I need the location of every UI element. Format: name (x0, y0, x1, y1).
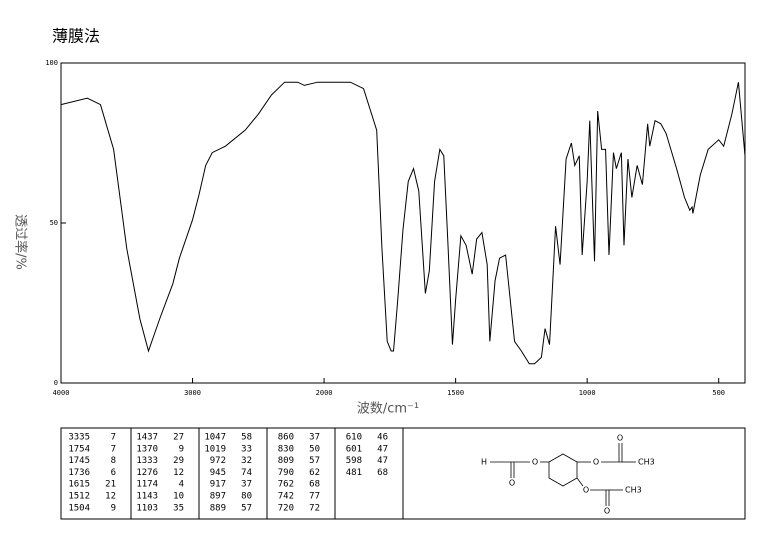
peak-transmittance: 12 (105, 492, 116, 502)
peak-wavenumber: 1143 (136, 492, 158, 502)
peak-wavenumber: 598 (346, 456, 362, 466)
peak-transmittance: 8 (111, 456, 116, 466)
peak-wavenumber: 1047 (204, 433, 226, 443)
atom-label: CH3 (625, 486, 642, 495)
peak-wavenumber: 790 (278, 468, 294, 478)
y-axis-label: 透过率/% (13, 214, 29, 270)
peak-transmittance: 12 (173, 468, 184, 478)
plot-frame (60, 62, 746, 384)
peak-wavenumber: 1174 (136, 480, 158, 490)
peak-wavenumber: 972 (210, 456, 226, 466)
peak-wavenumber: 945 (210, 468, 226, 478)
peak-wavenumber: 1745 (68, 456, 90, 466)
peak-transmittance: 80 (241, 492, 252, 502)
x-tick-label: 4000 (53, 389, 70, 397)
peak-transmittance: 10 (173, 492, 184, 502)
peak-transmittance: 4 (179, 480, 184, 490)
table-dividers (130, 428, 404, 519)
x-axis-label: 波数/cm⁻¹ (357, 402, 419, 417)
chart-title: 薄膜法 (52, 27, 100, 46)
x-tick-label: 500 (712, 389, 725, 397)
peak-transmittance: 50 (309, 444, 320, 454)
peak-wavenumber: 1103 (136, 503, 158, 513)
peak-wavenumber: 860 (278, 433, 294, 443)
peak-wavenumber: 720 (278, 503, 294, 513)
atom-label: O (617, 434, 623, 443)
x-tick-label: 1000 (579, 389, 596, 397)
peak-wavenumber: 1437 (136, 433, 158, 443)
peak-wavenumber: 1019 (204, 444, 226, 454)
peak-wavenumber: 889 (210, 503, 226, 513)
spectrum-line (60, 81, 746, 365)
x-tick-label: 2000 (316, 389, 333, 397)
peak-wavenumber: 1615 (68, 480, 90, 490)
peak-transmittance: 37 (241, 480, 252, 490)
peak-wavenumber: 610 (346, 433, 362, 443)
peak-transmittance: 6 (111, 468, 116, 478)
peak-wavenumber: 1333 (136, 456, 158, 466)
peak-wavenumber: 917 (210, 480, 226, 490)
peak-wavenumber: 1504 (68, 503, 90, 513)
peak-wavenumber: 1736 (68, 468, 90, 478)
peak-wavenumber: 830 (278, 444, 294, 454)
peak-wavenumber: 762 (278, 480, 294, 490)
peak-transmittance: 68 (377, 468, 388, 478)
peak-transmittance: 37 (309, 433, 320, 443)
peak-transmittance: 46 (377, 433, 388, 443)
peak-transmittance: 57 (241, 503, 252, 513)
peak-transmittance: 21 (105, 480, 116, 490)
peak-transmittance: 62 (309, 468, 320, 478)
peak-transmittance: 7 (111, 433, 116, 443)
peak-transmittance: 9 (111, 503, 116, 513)
peak-wavenumber: 1370 (136, 444, 158, 454)
atom-label: CH3 (638, 458, 655, 467)
peak-wavenumber: 601 (346, 444, 362, 454)
peak-transmittance: 27 (173, 433, 184, 443)
peak-wavenumber: 1276 (136, 468, 158, 478)
y-tick-label: 100 (45, 59, 58, 67)
peak-wavenumber: 897 (210, 492, 226, 502)
peak-wavenumber: 3335 (68, 433, 90, 443)
peak-transmittance: 47 (377, 444, 388, 454)
peak-transmittance: 33 (241, 444, 252, 454)
peak-transmittance: 29 (173, 456, 184, 466)
peak-transmittance: 7 (111, 444, 116, 454)
peak-transmittance: 58 (241, 433, 252, 443)
peak-transmittance: 9 (179, 444, 184, 454)
y-tick-label: 0 (54, 379, 58, 387)
peak-transmittance: 74 (241, 468, 252, 478)
peak-transmittance: 47 (377, 456, 388, 466)
atom-label: O (532, 458, 538, 467)
peak-transmittance: 32 (241, 456, 252, 466)
structure: H O O O O CH3 O O CH3 (481, 434, 655, 516)
peak-wavenumber: 1754 (68, 444, 90, 454)
peak-wavenumber: 1512 (68, 492, 90, 502)
atom-label: O (509, 479, 515, 488)
atom-label: O (604, 507, 610, 516)
peak-wavenumber: 809 (278, 456, 294, 466)
peak-transmittance: 77 (309, 492, 320, 502)
peak-transmittance: 35 (173, 503, 184, 513)
x-tick-label: 3000 (184, 389, 201, 397)
peak-transmittance: 72 (309, 503, 320, 513)
x-tick-label: 1500 (447, 389, 464, 397)
peak-wavenumber: 481 (346, 468, 362, 478)
peak-wavenumber: 742 (278, 492, 294, 502)
y-tick-label: 50 (50, 219, 58, 227)
atom-label: H (481, 458, 487, 467)
atom-label: O (583, 486, 589, 495)
atom-label: O (593, 458, 599, 467)
peak-transmittance: 68 (309, 480, 320, 490)
peak-transmittance: 57 (309, 456, 320, 466)
